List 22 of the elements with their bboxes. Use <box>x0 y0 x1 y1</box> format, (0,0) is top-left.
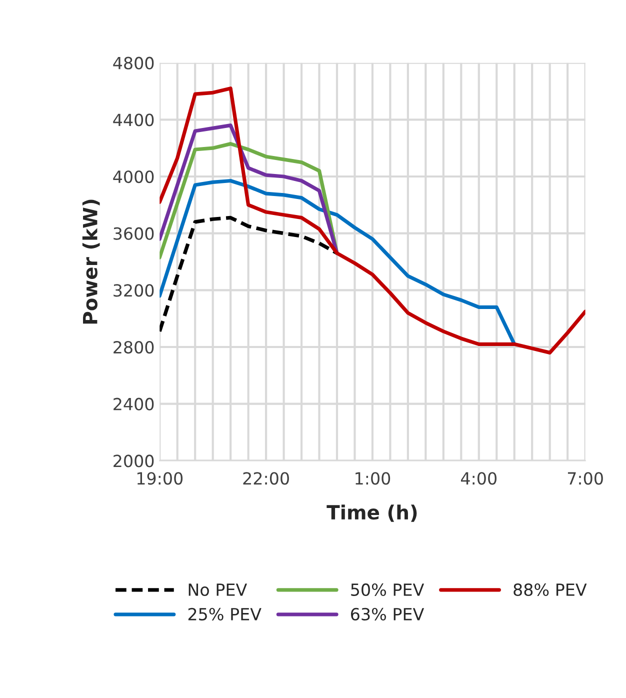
line-series <box>160 86 586 354</box>
y-tick-label: 2000 <box>114 454 154 468</box>
x-tick-label: 1:00 <box>356 472 390 485</box>
y-tick-label: 3600 <box>114 227 154 240</box>
legend-label: 88% PEV <box>514 583 587 596</box>
y-tick-label: 3200 <box>114 284 154 297</box>
y-axis-title: Power (kW) <box>82 200 100 324</box>
line-series <box>160 142 339 260</box>
y-tick-label: 4400 <box>113 114 154 126</box>
y-tick-label: 2400 <box>114 398 154 410</box>
legend-label: 50% PEV <box>351 583 424 596</box>
x-axis-title: Time (h) <box>326 504 417 522</box>
legend-label: 25% PEV <box>188 608 262 620</box>
x-tick-label: 22:00 <box>243 472 289 485</box>
x-tick-label: 7:00 <box>568 472 603 485</box>
x-tick-label: 4:00 <box>460 472 496 485</box>
y-tick-label: 2800 <box>114 340 154 354</box>
x-tick-label: 19:00 <box>137 472 183 485</box>
y-tick-label: 4000 <box>113 170 154 184</box>
legend-label: No PEV <box>188 584 248 596</box>
y-tick-label: 4800 <box>113 56 154 70</box>
legend-label: 63% PEV <box>351 608 424 620</box>
